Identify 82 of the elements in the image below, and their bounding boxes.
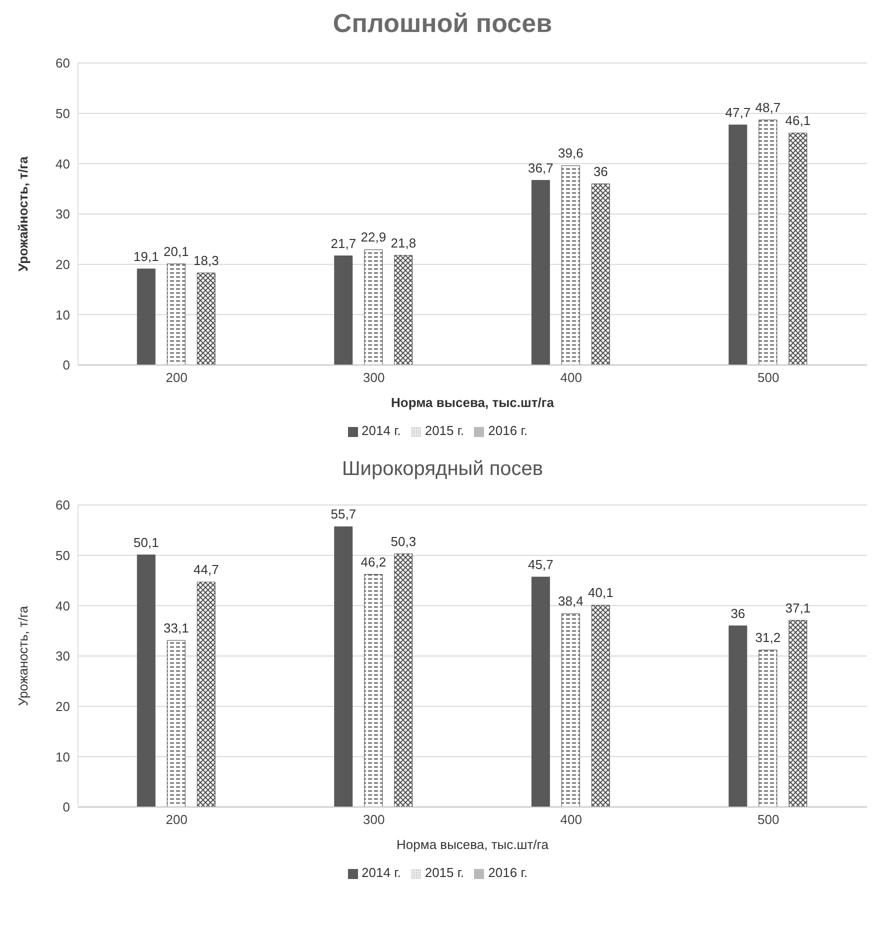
y-tick-label: 10 [56, 749, 70, 764]
x-axis-title: Норма высева, тыс.шт/га [391, 395, 555, 410]
data-label: 45,7 [528, 556, 554, 572]
bar [334, 526, 353, 807]
bar [591, 604, 610, 807]
data-label: 46,2 [360, 554, 386, 570]
bar [561, 165, 580, 365]
bar [561, 613, 580, 807]
data-label: 21,8 [390, 235, 416, 250]
bar [196, 582, 216, 807]
bar [788, 620, 808, 807]
y-tick-label: 50 [56, 106, 70, 121]
y-tick-label: 20 [56, 698, 70, 714]
data-label: 22,9 [360, 230, 386, 245]
x-tick-label: 300 [363, 812, 385, 828]
data-label: 55,7 [330, 506, 356, 522]
bar [196, 272, 216, 365]
data-label: 48,7 [755, 100, 781, 115]
y-tick-label: 40 [56, 598, 70, 614]
x-tick-label: 300 [363, 370, 385, 386]
data-label: 38,4 [558, 594, 584, 609]
x-tick-label: 200 [166, 812, 188, 828]
data-label: 46,1 [785, 112, 811, 128]
data-label: 36 [593, 164, 608, 179]
bar [166, 264, 186, 365]
bar [136, 268, 156, 365]
x-tick-label: 500 [758, 370, 780, 386]
bar [531, 180, 550, 365]
y-axis-title: Урожаность, т/га [16, 605, 31, 706]
bar [758, 120, 778, 365]
y-tick-label: 0 [62, 358, 70, 373]
y-tick-label: 30 [56, 648, 70, 664]
legend-label: 2015 г. [424, 865, 464, 880]
data-label: 21,7 [330, 236, 356, 251]
y-tick-label: 60 [56, 56, 70, 71]
data-label: 50,1 [134, 534, 159, 550]
y-tick-label: 60 [56, 498, 70, 513]
y-tick-label: 10 [56, 307, 70, 322]
data-label: 33,1 [164, 620, 189, 636]
data-label: 19,1 [134, 248, 159, 264]
bar [591, 184, 610, 365]
y-axis-title: Урожайность, т/га [16, 156, 31, 272]
bar [758, 650, 778, 807]
data-label: 39,6 [558, 146, 584, 161]
data-label: 31,2 [755, 630, 781, 645]
data-label: 40,1 [588, 585, 614, 600]
data-label: 37,1 [785, 600, 811, 616]
data-label: 36 [730, 606, 746, 621]
bar [394, 554, 413, 807]
chart-title: Сплошной посев [332, 8, 554, 39]
legend-label: 2014 г. [362, 423, 401, 438]
data-label: 47,7 [725, 104, 751, 120]
bar [364, 249, 383, 365]
bar [364, 574, 383, 807]
legend-label: 2015 г. [424, 423, 464, 438]
data-label: 44,7 [194, 562, 219, 578]
x-tick-label: 500 [758, 812, 780, 828]
bar [334, 256, 353, 365]
chart-title: Широкорядный посев [340, 458, 544, 481]
data-label: 36,7 [528, 160, 554, 176]
legend-label: 2016 г. [488, 423, 528, 438]
bar [166, 640, 186, 807]
bar [728, 626, 748, 807]
x-tick-label: 400 [560, 812, 582, 828]
x-axis-title: Норма высева, тыс.шт/га [396, 837, 550, 852]
data-label: 18,3 [194, 252, 219, 268]
legend-label: 2014 г. [362, 865, 401, 880]
data-label: 50,3 [390, 534, 416, 549]
y-tick-label: 50 [56, 548, 70, 563]
bar [531, 576, 550, 807]
y-tick-label: 40 [56, 156, 70, 172]
data-label: 20,1 [164, 244, 189, 259]
bar [788, 132, 808, 365]
y-tick-label: 0 [62, 800, 70, 815]
legend-label: 2016 г. [488, 865, 528, 880]
x-tick-label: 400 [560, 370, 582, 386]
bar [394, 255, 413, 365]
y-tick-label: 30 [56, 206, 70, 222]
bar [136, 554, 156, 807]
bar [728, 124, 748, 365]
x-tick-label: 200 [166, 370, 188, 386]
y-tick-label: 20 [56, 256, 70, 272]
